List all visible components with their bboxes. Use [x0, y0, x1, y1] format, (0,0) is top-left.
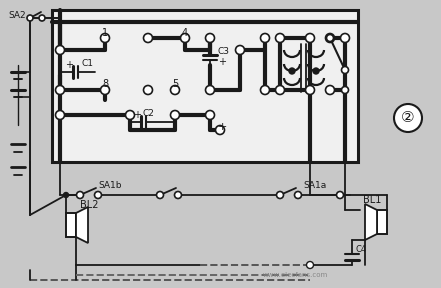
- Text: ②: ②: [401, 111, 415, 126]
- Circle shape: [143, 33, 153, 43]
- Circle shape: [289, 68, 295, 74]
- Circle shape: [394, 104, 422, 132]
- Circle shape: [39, 15, 45, 21]
- Circle shape: [56, 111, 64, 120]
- Circle shape: [306, 33, 314, 43]
- Circle shape: [313, 68, 319, 74]
- Circle shape: [216, 126, 224, 134]
- Text: C1: C1: [82, 60, 94, 69]
- Text: 1: 1: [102, 28, 108, 38]
- Text: +: +: [217, 122, 227, 132]
- Circle shape: [276, 86, 284, 94]
- Circle shape: [27, 15, 33, 21]
- Circle shape: [56, 46, 64, 54]
- Text: +: +: [133, 110, 141, 120]
- Circle shape: [157, 192, 164, 198]
- Polygon shape: [365, 204, 377, 240]
- Circle shape: [306, 262, 314, 268]
- Text: www.elecfans.com: www.elecfans.com: [262, 272, 328, 278]
- Text: 4: 4: [182, 28, 188, 38]
- Text: BL2: BL2: [80, 200, 98, 210]
- Circle shape: [325, 86, 335, 94]
- Circle shape: [206, 33, 214, 43]
- Circle shape: [336, 192, 344, 198]
- Circle shape: [276, 33, 284, 43]
- Circle shape: [341, 86, 348, 94]
- Text: SA1b: SA1b: [98, 181, 122, 190]
- Circle shape: [206, 86, 214, 94]
- Text: C3: C3: [218, 48, 230, 56]
- Circle shape: [171, 111, 179, 120]
- Text: SA2: SA2: [8, 12, 26, 20]
- Circle shape: [101, 33, 109, 43]
- Bar: [66, 213, 76, 237]
- Text: C2: C2: [142, 109, 154, 118]
- Text: SA1a: SA1a: [303, 181, 327, 190]
- Circle shape: [261, 33, 269, 43]
- Circle shape: [306, 86, 314, 94]
- Circle shape: [235, 46, 244, 54]
- Circle shape: [180, 33, 190, 43]
- Circle shape: [206, 111, 214, 120]
- Bar: [377, 210, 387, 234]
- Text: 8: 8: [102, 79, 108, 89]
- Circle shape: [261, 86, 269, 94]
- Circle shape: [101, 86, 109, 94]
- Text: +: +: [65, 60, 73, 70]
- Circle shape: [94, 192, 101, 198]
- Circle shape: [295, 192, 302, 198]
- Circle shape: [126, 111, 135, 120]
- Circle shape: [171, 86, 179, 94]
- Circle shape: [175, 192, 182, 198]
- Circle shape: [56, 86, 64, 94]
- Polygon shape: [76, 207, 88, 243]
- Text: C4: C4: [356, 245, 367, 255]
- Text: BL1: BL1: [363, 195, 381, 205]
- Text: +: +: [218, 57, 226, 67]
- Circle shape: [76, 192, 83, 198]
- Circle shape: [277, 192, 284, 198]
- Circle shape: [341, 67, 348, 73]
- Bar: [52, 10, 358, 162]
- Circle shape: [143, 86, 153, 94]
- Circle shape: [64, 192, 68, 198]
- Circle shape: [325, 33, 335, 43]
- Text: 5: 5: [172, 79, 178, 89]
- Circle shape: [340, 33, 350, 43]
- Circle shape: [326, 35, 333, 41]
